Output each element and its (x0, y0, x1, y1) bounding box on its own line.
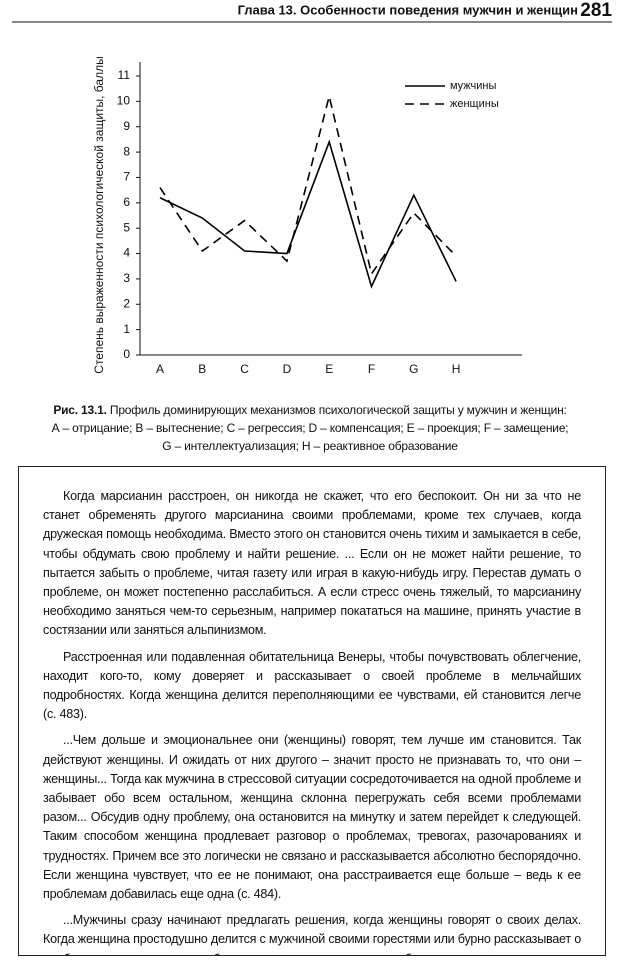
series-line (159, 96, 457, 276)
y-tick-label: 2 (123, 296, 130, 310)
x-tick-label: B (198, 362, 206, 376)
paragraph: Когда марсианин расстроен, он никогда не… (43, 489, 581, 638)
y-tick-label: 7 (123, 170, 130, 184)
y-tick-label: 11 (118, 68, 131, 82)
quote-box: Когда марсианин расстроен, он никогда не… (18, 466, 606, 956)
caption-line: Рис. 13.1. Профиль доминирующих механизм… (10, 401, 610, 419)
paragraph: ...Мужчины сразу начинают предлагать реш… (43, 913, 581, 955)
caption-text: G – интеллектуализация; Н – реактивное о… (162, 439, 458, 453)
y-tick-label: 3 (123, 271, 130, 285)
running-head: Глава 13. Особенности поведения мужчин и… (238, 2, 578, 17)
y-tick-label: 5 (123, 220, 130, 234)
series-line (159, 139, 457, 289)
legend-label: мужчины (450, 80, 496, 92)
x-tick-label: D (283, 362, 292, 376)
caption-text: А – отрицание; В – вытеснение; С – регре… (51, 421, 569, 435)
y-tick-label: 8 (123, 144, 130, 158)
caption-line: G – интеллектуализация; Н – реактивное о… (10, 437, 610, 455)
y-tick-label: 4 (123, 246, 130, 260)
caption-line: А – отрицание; В – вытеснение; С – регре… (10, 419, 610, 437)
y-tick-label: 6 (123, 195, 130, 209)
x-tick-label: E (325, 362, 333, 376)
caption-text: Профиль доминирующих механизмов психолог… (109, 403, 567, 417)
x-tick-label: G (409, 362, 418, 376)
chart: Глава 13. Особенности поведения мужчин и… (12, 0, 612, 376)
figure-caption: Рис. 13.1. Профиль доминирующих механизм… (10, 401, 610, 455)
x-tick-label: A (156, 362, 164, 376)
legend-label: женщины (450, 98, 499, 110)
page-number: 281 (580, 0, 612, 21)
x-tick-label: C (240, 362, 249, 376)
y-tick-label: 10 (117, 94, 131, 108)
y-axis-label: Степень выраженности психологической защ… (92, 56, 106, 373)
caption-label: Рис. 13.1. (53, 403, 107, 417)
paragraph: ...Чем дольше и эмоциональнее они (женщи… (43, 733, 581, 902)
y-tick-label: 0 (123, 347, 130, 361)
x-tick-label: H (452, 362, 461, 376)
x-tick-label: F (368, 362, 375, 376)
y-tick-label: 1 (123, 322, 130, 336)
y-tick-label: 9 (123, 119, 130, 133)
paragraph: Расстроенная или подавленная обитательни… (43, 649, 581, 722)
